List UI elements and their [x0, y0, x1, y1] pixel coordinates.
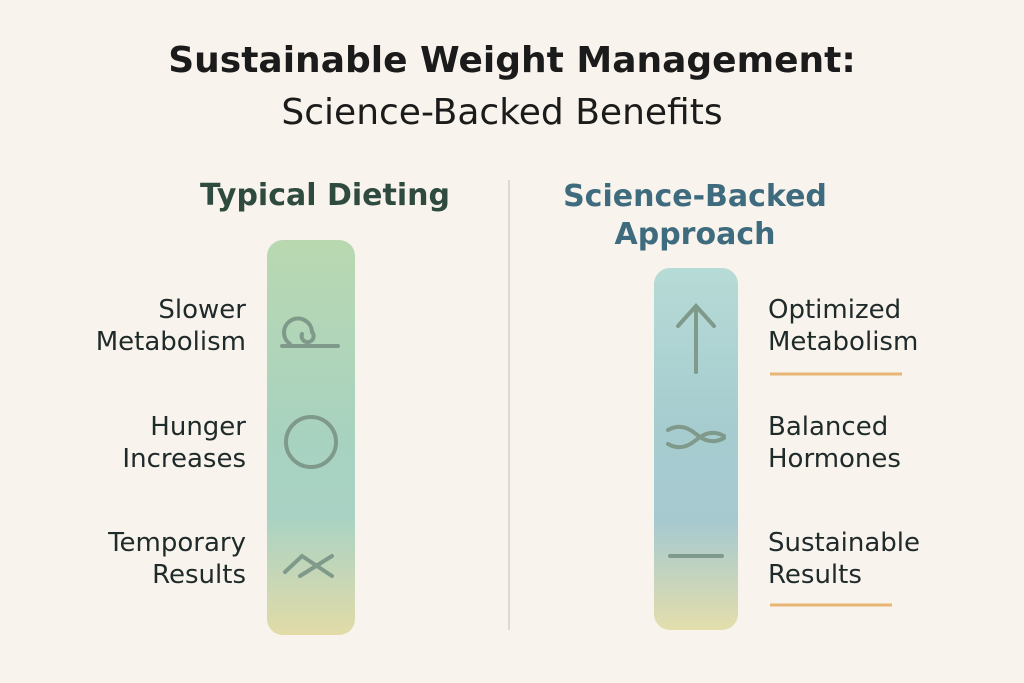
item-line: Optimized — [768, 295, 902, 325]
item-label: Optimized Metabolism — [768, 294, 918, 358]
item-line: Temporary — [108, 528, 246, 558]
item-label: Hunger Increases — [122, 411, 246, 475]
item-line: Balanced — [768, 412, 889, 442]
snail-icon — [280, 316, 340, 348]
heading-line: Approach — [614, 217, 776, 252]
item-line: Metabolism — [95, 327, 246, 357]
item-line: Increases — [122, 444, 246, 474]
wave-icon — [283, 553, 334, 578]
title: Sustainable Weight Management: — [168, 40, 856, 81]
hormone-icon — [666, 424, 726, 450]
right-heading: Science-Backed Approach — [560, 178, 830, 254]
item-line: Hormones — [768, 444, 901, 474]
heading-line: Science-Backed — [563, 179, 827, 214]
divider — [508, 180, 510, 630]
item-label: Slower Metabolism — [96, 294, 246, 358]
item-line: Results — [152, 560, 246, 590]
item-line: Metabolism — [768, 327, 919, 357]
item-label: Temporary Results — [108, 527, 246, 591]
item-line: Slower — [158, 295, 246, 325]
item-line: Hunger — [150, 412, 246, 442]
item-label: Balanced Hormones — [768, 411, 901, 475]
item-label: Sustainable Results — [768, 527, 920, 591]
item-line: Sustainable — [768, 528, 921, 558]
left-heading: Typical Dieting — [200, 178, 450, 213]
subtitle: Science-Backed Benefits — [281, 92, 723, 133]
arrow-icon — [676, 303, 716, 374]
item-line: Results — [768, 560, 862, 590]
circle-icon — [284, 415, 338, 469]
